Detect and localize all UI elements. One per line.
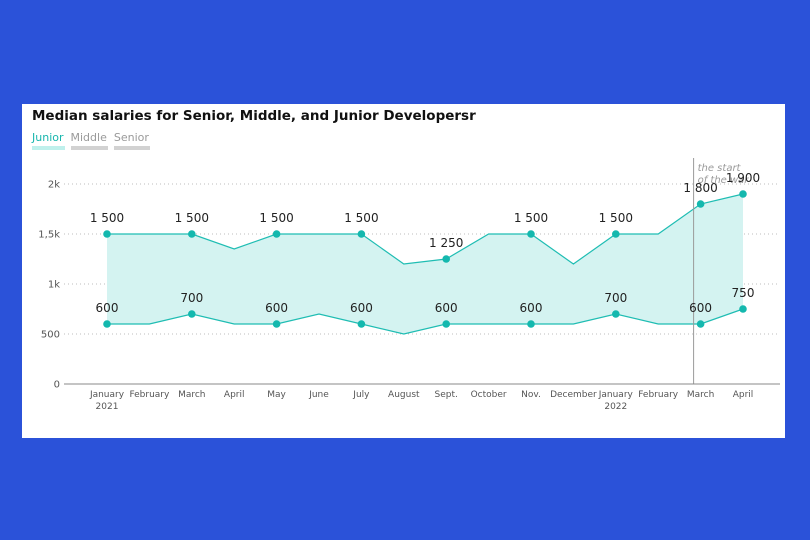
data-point [612,310,620,318]
legend-item-middle[interactable]: Middle [70,131,108,150]
data-point [696,200,705,208]
data-point [527,320,535,328]
x-tick-label: July [352,390,370,400]
annotation-text: the start [698,163,742,174]
data-point [739,305,747,313]
data-point [103,320,111,328]
data-label: 1 500 [344,211,378,225]
data-point [103,230,111,238]
x-tick-label: February [129,390,170,400]
y-tick-label: 1,5k [38,230,60,241]
x-tick-label: January [598,390,634,400]
chart-legend: Junior Middle Senior [32,131,150,150]
data-label: 700 [180,291,203,305]
data-label: 1 250 [429,236,463,250]
legend-item-senior[interactable]: Senior [113,131,150,150]
y-tick-label: 1k [48,280,60,291]
data-label: 1 500 [599,211,633,225]
x-tick-label: January [89,390,125,400]
legend-item-junior[interactable]: Junior [32,131,65,150]
data-point [188,230,196,238]
data-point [612,230,620,238]
chart-card: Median salaries for Senior, Middle, and … [22,104,785,438]
data-point [357,230,366,238]
data-label: 1 500 [259,211,293,225]
data-point [696,320,705,328]
lower-series-line [107,308,744,335]
y-tick-label: 500 [41,330,60,341]
x-tick-label: March [178,390,205,400]
x-tick-label: May [267,390,286,400]
data-label: 750 [732,286,755,300]
y-tick-label: 2k [48,180,60,191]
data-point [739,190,747,198]
x-tick-label: April [733,390,754,400]
data-point [442,320,451,328]
x-tick-label: April [224,390,245,400]
data-label: 600 [265,301,288,315]
data-label: 600 [350,301,373,315]
upper-series-line [107,193,744,265]
data-point [357,320,366,328]
data-label: 600 [435,301,458,315]
x-tick-label: March [687,390,714,400]
annotation-text: of the war [698,175,750,186]
data-label: 1 800 [683,181,717,195]
data-label: 1 900 [726,171,760,185]
data-point [527,230,535,238]
x-tick-label: August [388,390,420,400]
data-label: 1 500 [175,211,209,225]
x-tick-label: October [471,390,507,400]
data-label: 1 500 [90,211,124,225]
x-tick-label: Sept. [435,390,458,400]
band-area [107,194,743,334]
x-tick-label: December [550,390,597,400]
data-label: 600 [689,301,712,315]
data-label: 1 500 [514,211,548,225]
x-tick-label: February [638,390,679,400]
data-point [188,310,196,318]
data-point [272,230,281,238]
data-point [272,320,281,328]
x-tick-label: Nov. [521,390,541,400]
x-tick-label: June [308,390,329,400]
data-label: 600 [96,301,119,315]
data-point [442,255,451,263]
y-tick-label: 0 [54,380,60,391]
chart-title: Median salaries for Senior, Middle, and … [32,108,476,124]
data-label: 700 [604,291,627,305]
data-label: 600 [520,301,543,315]
x-tick-label: 2022 [604,402,627,412]
x-tick-label: 2021 [96,402,119,412]
